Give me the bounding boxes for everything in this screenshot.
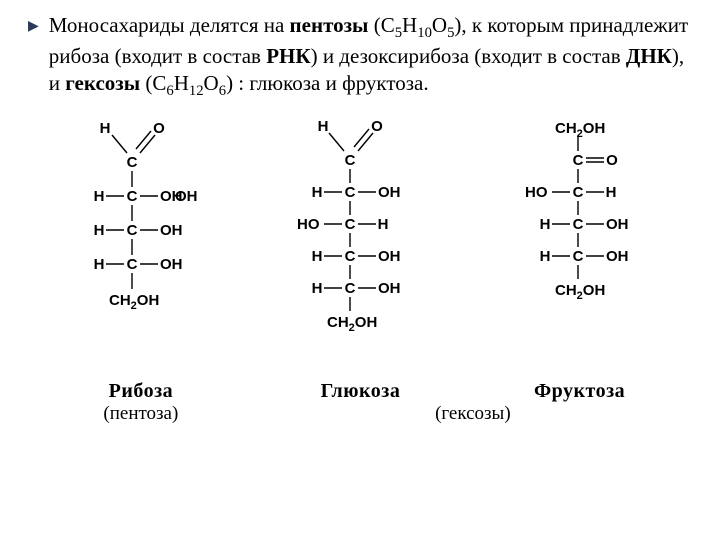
a-O: O (153, 120, 165, 137)
f1-C: C (573, 152, 584, 169)
labels-row: Рибоза (пентоза) Глюкоза Фруктоза (гексо… (28, 380, 692, 425)
g-H: H (318, 118, 329, 135)
f3-C: C (573, 216, 584, 233)
r3-H: H (94, 256, 105, 273)
g3-H: H (312, 248, 323, 265)
pentoses: пентозы (290, 13, 369, 37)
f1-O: O (606, 152, 618, 169)
g4-OH: OH (378, 280, 401, 297)
f5-CH2OH: CH2OH (555, 282, 605, 302)
fructose-svg: CH2OH C O HO C H H (493, 115, 663, 370)
a-H: H (100, 120, 111, 137)
g5-CH2OH: CH2OH (327, 314, 377, 334)
g3-C: C (345, 248, 356, 265)
f4-C: C (573, 248, 584, 265)
t10: O (204, 71, 219, 95)
f2-C: C (573, 184, 584, 201)
f2-H: H (606, 184, 617, 201)
g4-C: C (345, 280, 356, 297)
f2-HO: HO (525, 184, 548, 201)
r3-OH: OH (160, 256, 183, 273)
t4: O (432, 13, 447, 37)
r2-OH: OH (160, 222, 183, 239)
ribose-sub: (пентоза) (28, 403, 254, 425)
hexoses-sub: (гексозы) (254, 403, 692, 425)
g1-C: C (345, 184, 356, 201)
r4-CH2OH: CH2OH (109, 292, 159, 312)
dnk: ДНК (626, 44, 672, 68)
s2: 10 (417, 25, 432, 41)
hexoses-label-block: Глюкоза Фруктоза (гексозы) (254, 380, 692, 425)
g1-OH: OH (378, 184, 401, 201)
r1-C: C (127, 188, 138, 205)
t6: ) и дезоксирибоза (входит в состав (311, 44, 626, 68)
g2-C: C (345, 216, 356, 233)
glucose-name: Глюкоза (321, 380, 401, 403)
glucose-svg: H O C H C OH HO C (265, 115, 435, 370)
r3-C: C (127, 256, 138, 273)
s6: 6 (219, 83, 226, 99)
g2-HO: HO (297, 216, 320, 233)
g2-H: H (378, 216, 389, 233)
rnk: РНК (266, 44, 310, 68)
bullet-icon: ▶ (28, 18, 39, 35)
fructose-name: Фруктоза (534, 380, 625, 403)
f3-OH: OH (606, 216, 629, 233)
hexoses: гексозы (65, 71, 140, 95)
a-C: C (127, 154, 138, 171)
slide: ▶ Моносахариды делятся на пентозы (C5H10… (0, 0, 720, 540)
glucose-structure: H O C H C OH HO C (265, 115, 435, 370)
g4-H: H (312, 280, 323, 297)
t8: (C (140, 71, 166, 95)
ribose-svg: H O C H C OH OH H (57, 115, 207, 370)
ribose-label-block: Рибоза (пентоза) (28, 380, 254, 425)
f4-H: H (540, 248, 551, 265)
s1: 5 (395, 25, 402, 41)
bullet-row: ▶ Моносахариды делятся на пентозы (C5H10… (28, 12, 692, 101)
fructose-structure: CH2OH C O HO C H H (493, 115, 663, 370)
f0-CH2OH: CH2OH (555, 120, 605, 140)
t1: Моносахариды делятся на (49, 13, 290, 37)
r2-C: C (127, 222, 138, 239)
main-paragraph: Моносахариды делятся на пентозы (C5H10O5… (49, 12, 692, 101)
ribose-name: Рибоза (28, 380, 254, 403)
ribose-structure: H O C H C OH OH H (57, 115, 207, 370)
t11: ) : глюкоза и фруктоза. (226, 71, 429, 95)
g3-OH: OH (378, 248, 401, 265)
t2: (C (368, 13, 394, 37)
f4-OH: OH (606, 248, 629, 265)
r1-H: H (94, 188, 105, 205)
t9: H (174, 71, 189, 95)
r2-H: H (94, 222, 105, 239)
r1-OHt: OH (160, 188, 183, 205)
f3-H: H (540, 216, 551, 233)
s4: 6 (166, 83, 173, 99)
s5: 12 (189, 83, 204, 99)
t3: H (402, 13, 417, 37)
g-C0: C (345, 152, 356, 169)
g-O: O (371, 118, 383, 135)
g1-H: H (312, 184, 323, 201)
structures-row: H O C H C OH OH H (28, 115, 692, 370)
